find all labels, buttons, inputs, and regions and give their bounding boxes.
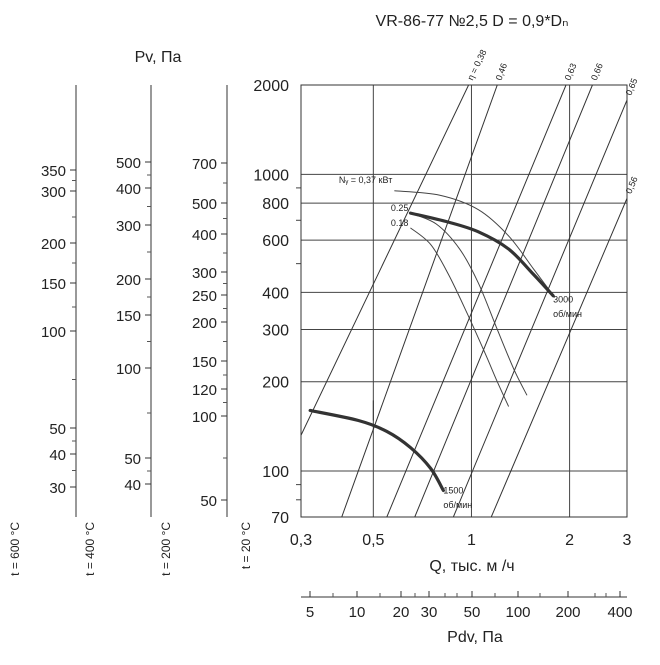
power-curve: [410, 212, 528, 396]
efficiency-label: 0,66: [589, 62, 605, 82]
side-axis-tick-label: 30: [49, 480, 66, 497]
side-axis-tick-label: 150: [41, 276, 66, 293]
pdv-tick-label: 5: [306, 604, 314, 621]
side-axis-tick-label: 150: [192, 354, 217, 371]
x-axis-label: Q, тыс. м /ч: [429, 558, 514, 575]
pdv-tick-label: 200: [555, 604, 580, 621]
side-axis-tick-label: 300: [41, 184, 66, 201]
side-axis-tick-label: 300: [192, 265, 217, 282]
efficiency-line: [414, 85, 593, 517]
performance-curve: [308, 408, 445, 493]
efficiency-label: 0,65: [624, 77, 640, 97]
y-tick-label: 600: [262, 233, 289, 250]
side-axis-tick-label: 700: [192, 156, 217, 173]
pdv-tick-label: 30: [421, 604, 438, 621]
side-axis-tick-label: 400: [116, 181, 141, 198]
series-label: об/мин: [443, 500, 472, 510]
y-tick-label: 2000: [253, 78, 289, 95]
y-tick-label: 1000: [253, 167, 289, 184]
chart-title: VR-86-77 №2,5 D = 0,9*Dₙ: [376, 13, 569, 30]
side-axis-tick-label: 40: [49, 447, 66, 464]
side-axis-tick-label: 40: [124, 477, 141, 494]
x-tick-label: 1: [467, 532, 476, 549]
efficiency-label: 0,46: [494, 62, 509, 82]
power-curve: [394, 190, 556, 298]
side-axis-tick-label: 250: [192, 288, 217, 305]
y-tick-label: 300: [262, 322, 289, 339]
efficiency-line: [301, 85, 470, 436]
side-axis-tick-label: 200: [41, 236, 66, 253]
x-tick-label: 0,5: [362, 532, 384, 549]
y-tick-label: 800: [262, 196, 289, 213]
y-tick-label: 400: [262, 285, 289, 302]
series-label: 1500: [443, 486, 463, 496]
pdv-axis-label: Pdv, Па: [447, 629, 503, 646]
side-axis-tick-label: 100: [41, 324, 66, 341]
efficiency-line: [341, 85, 498, 517]
power-label: Nᵧ = 0,37 кВт: [339, 175, 392, 185]
side-axis-tick-label: 120: [192, 382, 217, 399]
side-axis-label: t = 400 °C: [83, 522, 97, 576]
y-axis-label: Pv, Па: [135, 49, 182, 66]
side-axis-tick-label: 350: [41, 163, 66, 180]
side-axis-label: t = 600 °C: [8, 522, 22, 576]
side-axis-tick-label: 500: [116, 155, 141, 172]
y-tick-label: 70: [271, 510, 289, 527]
side-axis-label: t = 20 °C: [239, 522, 253, 569]
side-axis-tick-label: 100: [192, 409, 217, 426]
side-axis-tick-label: 50: [124, 451, 141, 468]
efficiency-label: 0,63: [563, 62, 579, 82]
side-axis-tick-label: 300: [116, 218, 141, 235]
x-tick-label: 2: [565, 532, 574, 549]
pdv-tick-label: 400: [607, 604, 632, 621]
efficiency-line: [386, 85, 567, 517]
side-axis-tick-label: 500: [192, 196, 217, 213]
x-tick-label: 3: [623, 532, 632, 549]
plot-frame: [300, 84, 628, 518]
side-axis-tick-label: 50: [200, 493, 217, 510]
side-axis-tick-label: 50: [49, 421, 66, 438]
efficiency-label: η = 0,38: [465, 48, 488, 82]
series-label: 3000: [553, 294, 573, 304]
side-axis-tick-label: 100: [116, 361, 141, 378]
y-tick-label: 200: [262, 375, 289, 392]
pdv-tick-label: 100: [505, 604, 530, 621]
pdv-tick-label: 10: [349, 604, 366, 621]
side-axis-label: t = 200 °C: [159, 522, 173, 576]
power-curve: [410, 227, 510, 407]
efficiency-line: [490, 198, 627, 517]
chart-layer: 70 100 200 300 400 600 800 1000 2000 0,3 0,5 1 2 3 η =…: [8, 48, 640, 646]
side-axis-tick-label: 200: [116, 272, 141, 289]
side-axis-tick-label: 200: [192, 315, 217, 332]
side-axis-tick-label: 400: [192, 227, 217, 244]
side-axis-tick-label: 150: [116, 308, 141, 325]
performance-curve: [408, 211, 555, 298]
efficiency-label: 0,56: [624, 175, 640, 195]
efficiency-line: [452, 99, 627, 517]
pdv-tick-label: 20: [393, 604, 410, 621]
y-tick-label: 100: [262, 464, 289, 481]
power-label: 0.25: [391, 203, 409, 213]
pdv-tick-label: 50: [464, 604, 481, 621]
series-label: об/мин: [553, 309, 582, 319]
x-tick-label: 0,3: [290, 532, 312, 549]
power-label: 0.18: [391, 218, 409, 228]
